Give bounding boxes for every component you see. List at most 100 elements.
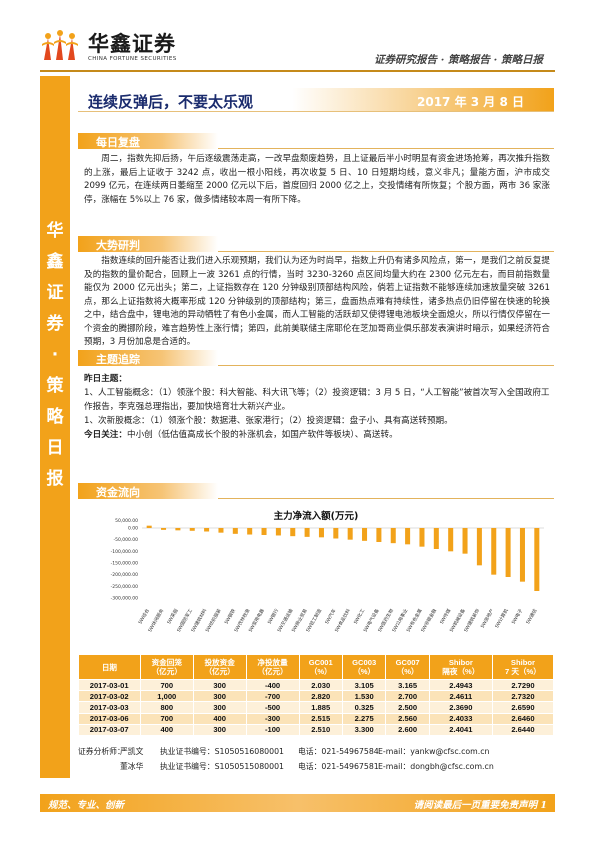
contact-email[interactable]: E-mail：yankw@cfsc.com.cn — [378, 747, 490, 756]
logo-text: 华鑫证券 — [88, 32, 176, 56]
contact-name: 严凯文 — [120, 747, 144, 756]
table-cell: -700 — [246, 690, 300, 703]
side-band-char: 华 — [46, 221, 64, 241]
chart-bar — [419, 528, 425, 547]
chart-bar — [290, 528, 296, 537]
chart-bar — [247, 528, 253, 535]
table-cell: 2.600 — [385, 724, 430, 736]
footer-slogan: 规范、专业、创新 — [48, 800, 125, 811]
table-cell: 2.4611 — [429, 690, 493, 703]
table-cell: 300 — [193, 679, 247, 692]
table-cell: 2.4041 — [429, 724, 493, 736]
chart-bar — [261, 528, 267, 535]
table-header-cell: GC001 （%） — [298, 654, 343, 680]
contact-tel: 电话：021-54967584 — [298, 747, 379, 756]
table-row: 2017-03-02 1,000 300 -700 2.820 1.530 2.700 2.4… — [78, 690, 555, 703]
chart-bar — [347, 528, 353, 540]
chart-bar — [189, 528, 195, 531]
table-cell: 700 — [140, 713, 194, 725]
review-paragraph: 周二，指数先抑后扬，午后逐级震荡走高，一改早盘颓废趋势，且上证最后半小时明显有资… — [84, 154, 550, 205]
chart-bar — [362, 528, 368, 541]
table-row: 2017-03-01 700 300 -400 2.030 3.105 3.165 2.494… — [78, 679, 555, 692]
table-cell: 2.515 — [299, 713, 343, 725]
table-cell: 1,000 — [140, 690, 194, 703]
side-band-text: 华鑫证券 · 策略日报 — [40, 216, 70, 495]
chart-bar — [376, 528, 382, 542]
contact-cert: 执业证书编号：S1050516080001 — [160, 747, 285, 756]
x-tick-label: SW房地产 — [479, 607, 496, 629]
chart-bar — [232, 528, 238, 534]
table-cell: 2.560 — [385, 713, 430, 725]
section-header-capital: 资金流向 — [78, 483, 554, 499]
table-header-cell: 资金回笼 （亿元） — [139, 654, 194, 680]
contact-email[interactable]: E-mail：dongbh@cfsc.com.cn — [378, 762, 494, 771]
table-row: 2017-03-07 400 300 -100 2.510 3.300 2.600 2.404… — [78, 724, 555, 736]
table-cell: 2.700 — [385, 690, 430, 703]
table-cell: 2.6460 — [492, 713, 555, 725]
table-cell: 2.3690 — [429, 701, 493, 714]
table-cell: 2.7320 — [492, 690, 555, 703]
report-title: 连续反弹后，不要太乐观 — [88, 93, 254, 111]
x-tick-label: SW传媒 — [438, 607, 453, 625]
chart-bar — [161, 528, 167, 530]
theme-item-new-stocks: 1、次新股概念：（1）领涨个股：数据港、张家港行；（2）投资逻辑：盘子小、具有高… — [84, 416, 453, 426]
contact-name: 董冰华 — [120, 762, 144, 771]
chart-bar — [304, 528, 310, 537]
side-band-char: 券 — [46, 314, 64, 334]
table-cell: 2.6440 — [492, 724, 555, 736]
today-focus-label: 今日关注： — [84, 430, 127, 440]
table-cell: 2017-03-06 — [78, 713, 141, 725]
table-header-cell: GC007 （%） — [385, 654, 430, 680]
footer-band: 规范、专业、创新 请阅读最后一页重要免责声明 1 — [40, 794, 555, 812]
table-cell: 2017-03-01 — [78, 679, 141, 692]
side-band-char: 策 — [46, 376, 64, 396]
y-tick-label: -100,000.00 — [111, 549, 139, 555]
side-band-char: 略 — [46, 407, 64, 427]
yesterday-themes-label: 昨日主题： — [84, 374, 127, 384]
chart-bar — [318, 528, 324, 538]
chart-bar — [519, 528, 525, 582]
table-cell: 2017-03-07 — [78, 724, 141, 736]
table-cell: 2.4033 — [429, 713, 493, 725]
table-header-cell: Shibor 隔夜（%） — [428, 654, 493, 680]
section-label: 资金流向 — [96, 486, 140, 499]
contact-role: 证券分析师： — [78, 747, 125, 756]
table-cell: -500 — [246, 701, 300, 714]
side-band-char: 鑫 — [46, 252, 64, 272]
y-tick-label: -200,000.00 — [111, 572, 139, 578]
chart-bar — [405, 528, 411, 545]
table-cell: 1.885 — [299, 701, 343, 714]
x-tick-label: SW电子 — [510, 607, 525, 625]
chart-bar — [275, 528, 281, 536]
report-date: 2017 年 3 月 8 日 — [417, 95, 524, 109]
header-divider — [40, 70, 555, 72]
side-band-char: 日 — [46, 438, 64, 458]
table-cell: -100 — [246, 724, 300, 736]
table-cell: 700 — [140, 679, 194, 692]
x-tick-label: SW通信 — [524, 607, 539, 625]
title-band: 连续反弹后，不要太乐观 2017 年 3 月 8 日 — [78, 88, 554, 112]
chart-title: 主力净流入额(万元) — [273, 511, 359, 522]
capital-flow-chart: 50,000.00 0.00 -50,000.00 -100,000.00 -150,0… — [111, 518, 544, 633]
table-row: 2017-03-06 700 400 -300 2.515 2.275 2.560 2.403… — [78, 713, 555, 725]
section-header-outlook: 大势研判 — [78, 236, 554, 252]
chart-bar — [390, 528, 396, 544]
chart-bar — [433, 528, 439, 549]
table-cell: 400 — [140, 724, 194, 736]
table-cell: 300 — [193, 724, 247, 736]
table-cell: 800 — [140, 701, 194, 714]
y-tick-label: 0.00 — [128, 526, 138, 532]
chart-bar — [218, 528, 224, 533]
table-cell: -300 — [246, 713, 300, 725]
table-cell: 3.165 — [385, 679, 430, 692]
table-cell: 2.500 — [385, 701, 430, 714]
table-body: 2017-03-01 700 300 -400 2.030 3.105 3.165 2.494… — [78, 679, 555, 736]
section-label: 大势研判 — [96, 239, 140, 252]
table-header-cell: 投放资金 （亿元） — [192, 654, 247, 680]
footer-disclaimer-note: 请阅读最后一页重要免责声明 1 — [413, 800, 547, 811]
x-tick-label: SW银行 — [266, 607, 281, 625]
chart-bar — [175, 528, 181, 531]
today-focus-text: 中小创（低估值高成长个股的补涨机会，如国产软件等板块）、高送转。 — [126, 430, 398, 440]
theme-item-ai: 1、人工智能概念：（1）领涨个股：科大智能、科大讯飞等；（2）投资逻辑：3 月 … — [84, 388, 550, 412]
table-cell: 2017-03-03 — [78, 701, 141, 714]
